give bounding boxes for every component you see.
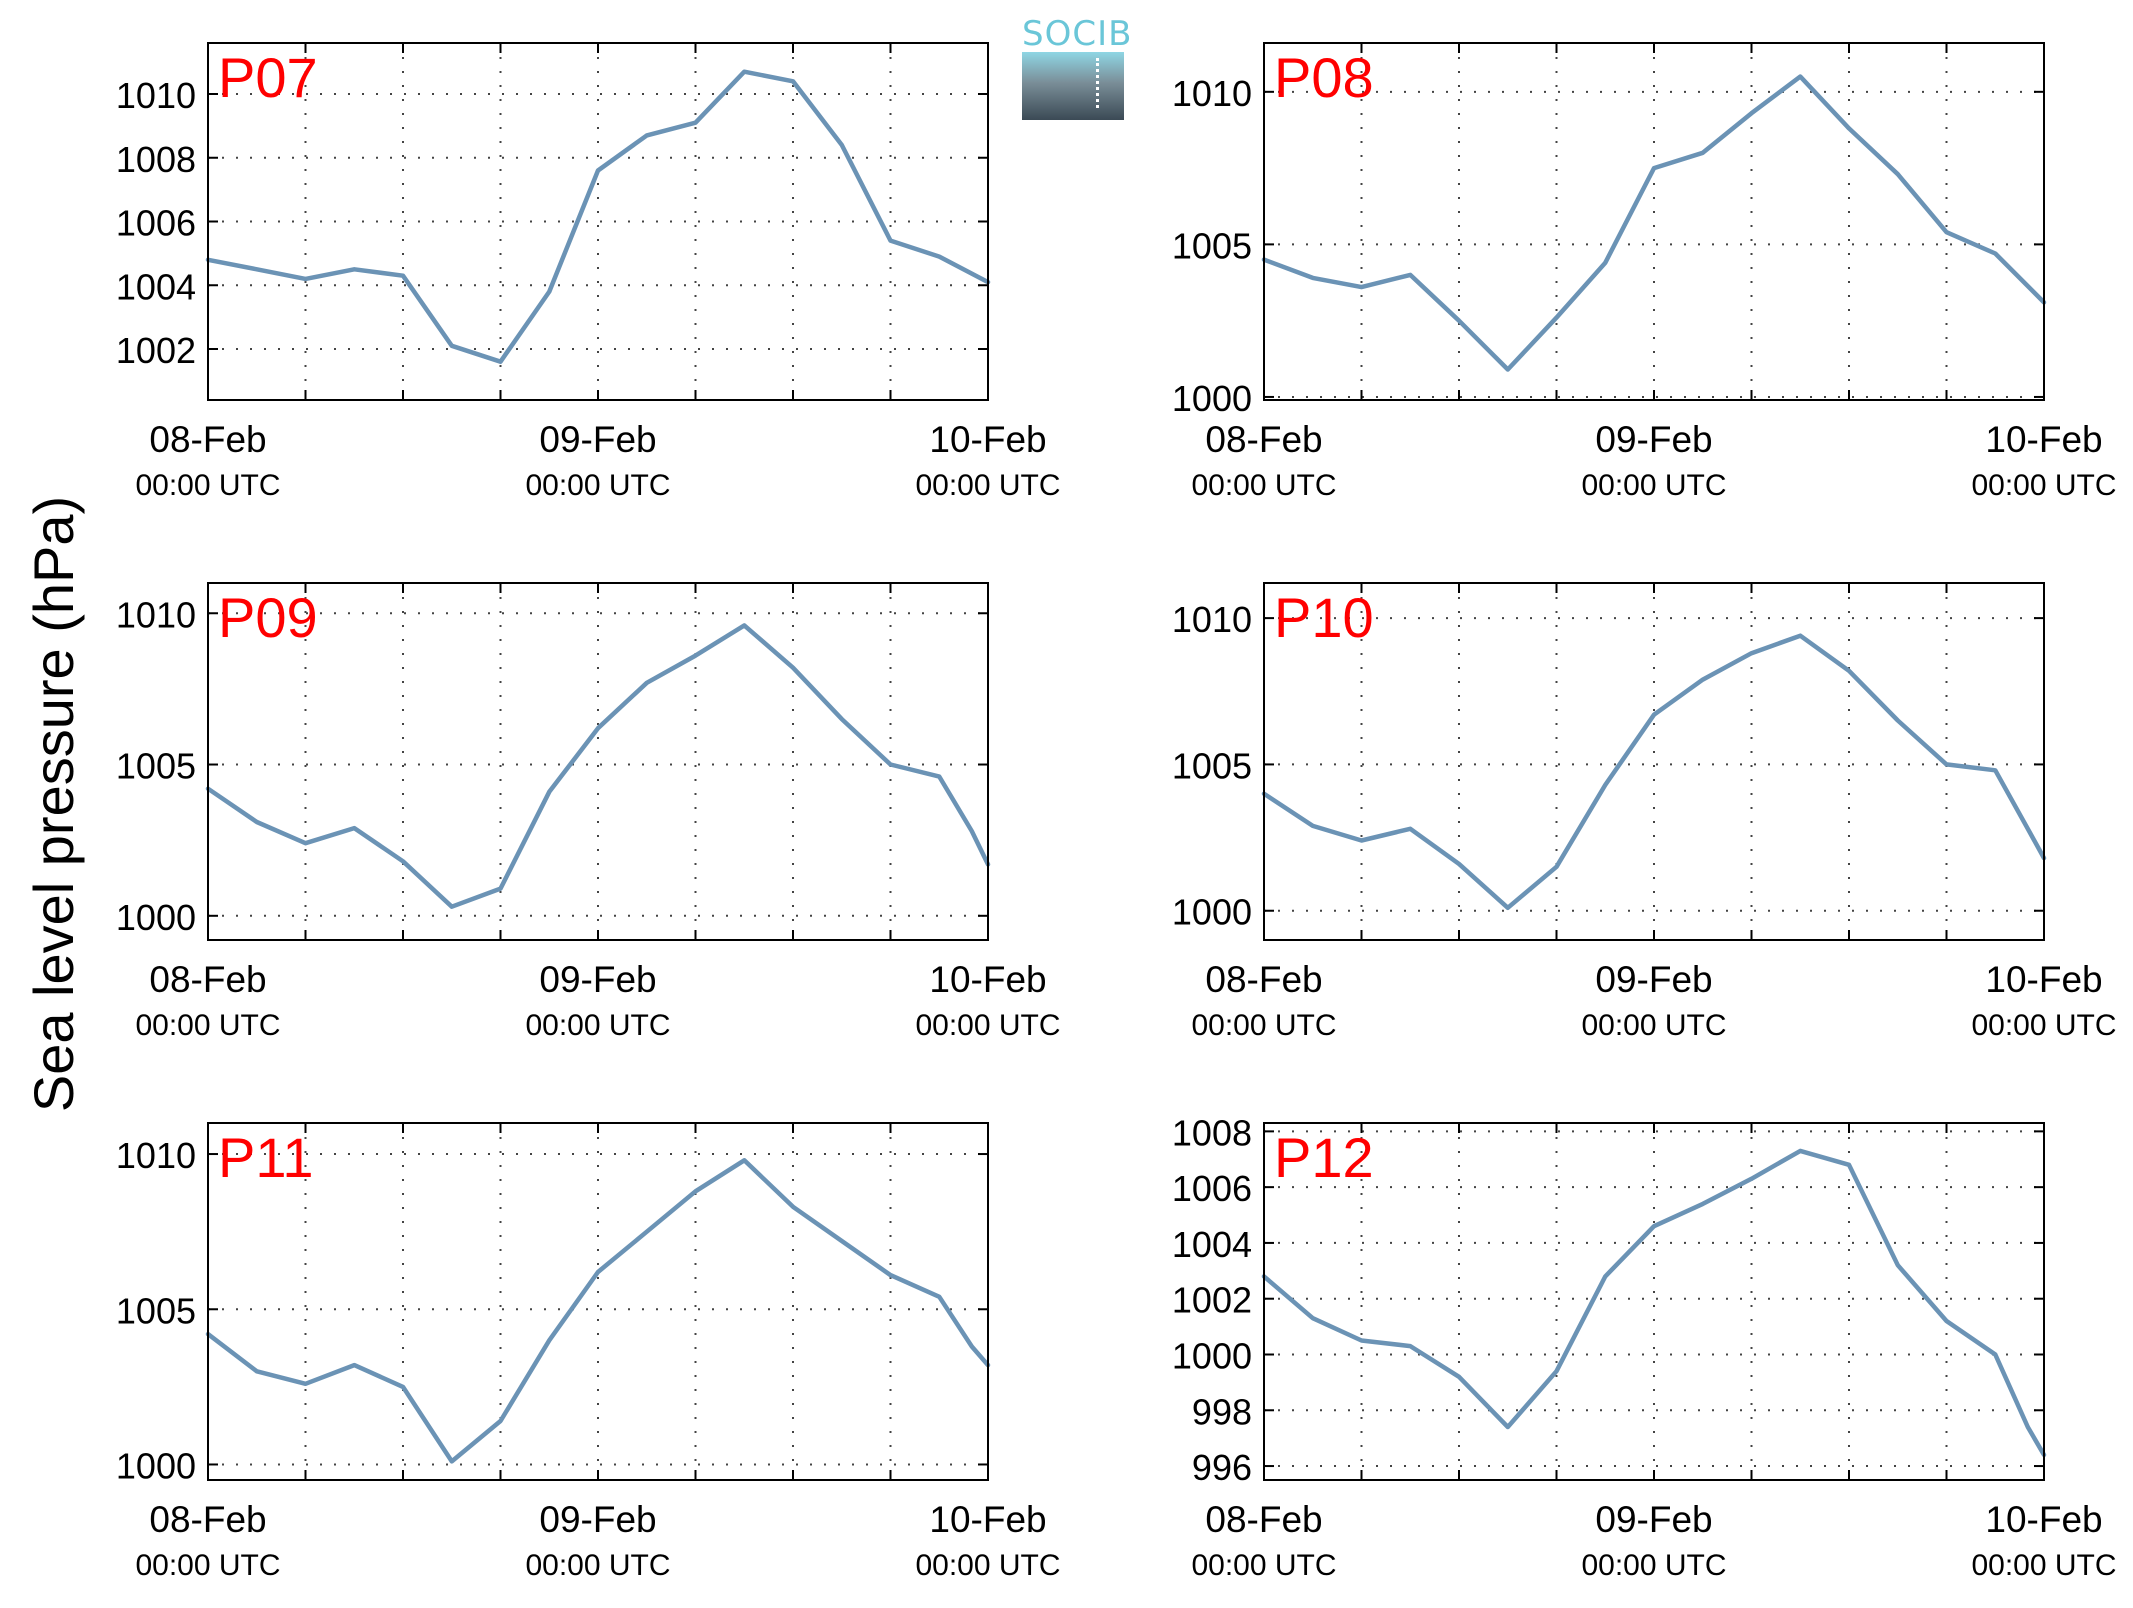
y-tick-label: 1000: [1172, 1335, 1252, 1376]
plot-frame: [1263, 42, 2045, 401]
x-tick-label-date: 10-Feb: [929, 1499, 1046, 1540]
plot-frame: [207, 582, 989, 941]
x-tick-label-time: 00:00 UTC: [1971, 469, 2116, 502]
series-line-p11: [205, 1158, 991, 1464]
x-tick-label-date: 09-Feb: [539, 959, 656, 1000]
station-label: P09: [218, 586, 318, 649]
socib-logo: SOCIB: [1022, 14, 1133, 122]
series-line-p10: [1261, 633, 2047, 911]
x-tick-label-time: 00:00 UTC: [915, 1549, 1060, 1582]
y-tick-label: 1008: [116, 139, 196, 180]
y-tick-label: 1010: [116, 594, 196, 635]
x-tick-label-date: 08-Feb: [149, 419, 266, 460]
y-tick-label: 1008: [1172, 1112, 1252, 1153]
x-tick-label-date: 09-Feb: [539, 419, 656, 460]
x-tick-label-date: 09-Feb: [539, 1499, 656, 1540]
series-line-p08: [1261, 74, 2047, 372]
x-tick-label-time: 00:00 UTC: [525, 1009, 670, 1042]
socib-logo-text: SOCIB: [1022, 14, 1133, 54]
y-tick-label: 1010: [1172, 599, 1252, 640]
y-tick-label: 1000: [116, 1445, 196, 1486]
x-tick-label-time: 00:00 UTC: [135, 469, 280, 502]
x-tick-label-date: 08-Feb: [149, 1499, 266, 1540]
station-label: P12: [1274, 1126, 1374, 1189]
x-tick-label-date: 10-Feb: [1985, 419, 2102, 460]
x-tick-label-date: 10-Feb: [1985, 1499, 2102, 1540]
y-tick-label: 1000: [1172, 378, 1252, 419]
station-label: P10: [1274, 586, 1374, 649]
socib-logo-icon: [1022, 52, 1124, 120]
x-tick-label-time: 00:00 UTC: [135, 1549, 280, 1582]
x-tick-label-time: 00:00 UTC: [915, 1009, 1060, 1042]
x-tick-label-time: 00:00 UTC: [525, 469, 670, 502]
chart-panel-p08: 1000 1005 1010 08-Feb 00:00 UTC 09-Feb 00:00 U…: [1172, 42, 2117, 502]
series-line-p09: [205, 623, 991, 909]
station-label: P08: [1274, 46, 1374, 109]
series-line-p12: [1261, 1148, 2047, 1458]
x-tick-label-time: 00:00 UTC: [915, 469, 1060, 502]
x-tick-label-time: 00:00 UTC: [1191, 469, 1336, 502]
plot-frame: [1263, 582, 2045, 941]
station-label: P07: [218, 46, 318, 109]
y-tick-label: 996: [1192, 1447, 1252, 1488]
x-tick-label-time: 00:00 UTC: [1581, 1009, 1726, 1042]
x-tick-label-date: 10-Feb: [929, 959, 1046, 1000]
x-tick-label-time: 00:00 UTC: [1581, 469, 1726, 502]
x-tick-label-date: 09-Feb: [1595, 959, 1712, 1000]
y-tick-label: 1000: [116, 897, 196, 938]
plot-frame: [207, 42, 989, 401]
y-tick-label: 1010: [116, 75, 196, 116]
x-tick-label-time: 00:00 UTC: [1971, 1009, 2116, 1042]
y-tick-label: 1000: [1172, 892, 1252, 933]
y-tick-label: 1005: [1172, 745, 1252, 786]
station-label: P11: [218, 1126, 313, 1189]
plot-frame: [207, 1122, 989, 1481]
y-tick-label: 1010: [116, 1135, 196, 1176]
x-tick-label-time: 00:00 UTC: [1581, 1549, 1726, 1582]
x-tick-label-date: 10-Feb: [929, 419, 1046, 460]
y-tick-label: 1004: [1172, 1224, 1252, 1265]
x-tick-label-date: 09-Feb: [1595, 419, 1712, 460]
x-tick-label-time: 00:00 UTC: [525, 1549, 670, 1582]
x-tick-label-date: 08-Feb: [1205, 959, 1322, 1000]
y-tick-label: 1005: [1172, 225, 1252, 266]
chart-panel-p10: 1000 1005 1010 08-Feb 00:00 UTC 09-Feb 00:00 U…: [1172, 582, 2117, 1042]
y-tick-label: 1006: [116, 203, 196, 244]
x-tick-label-date: 08-Feb: [1205, 419, 1322, 460]
y-tick-label: 1002: [116, 330, 196, 371]
x-tick-label-date: 08-Feb: [149, 959, 266, 1000]
y-tick-label: 1010: [1172, 73, 1252, 114]
y-tick-label: 1005: [116, 746, 196, 787]
x-tick-label-date: 08-Feb: [1205, 1499, 1322, 1540]
x-tick-label-time: 00:00 UTC: [1191, 1009, 1336, 1042]
plot-frame: [1263, 1122, 2045, 1481]
chart-panel-p11: 1000 1005 1010 08-Feb 00:00 UTC 09-Feb 00:00 U…: [116, 1122, 1061, 1582]
chart-panel-p09: 1000 1005 1010 08-Feb 00:00 UTC 09-Feb 00:00 U…: [116, 582, 1061, 1042]
chart-panel-p07: 1002 1004 1006 1008 1010 08-Feb 00:00 UTC 09-Fe…: [116, 42, 1061, 502]
x-tick-label-time: 00:00 UTC: [1971, 1549, 2116, 1582]
x-tick-label-time: 00:00 UTC: [135, 1009, 280, 1042]
series-line-p07: [205, 69, 991, 364]
y-tick-label: 1004: [116, 266, 196, 307]
x-tick-label-date: 10-Feb: [1985, 959, 2102, 1000]
chart-panel-p12: 996 998 1000 1002 1004 1006 1008 08-Feb 00:00 UT…: [1172, 1112, 2117, 1582]
y-tick-label: 1002: [1172, 1280, 1252, 1321]
x-tick-label-date: 09-Feb: [1595, 1499, 1712, 1540]
y-tick-label: 998: [1192, 1391, 1252, 1432]
y-tick-label: 1006: [1172, 1168, 1252, 1209]
y-tick-label: 1005: [116, 1290, 196, 1331]
x-tick-label-time: 00:00 UTC: [1191, 1549, 1336, 1582]
